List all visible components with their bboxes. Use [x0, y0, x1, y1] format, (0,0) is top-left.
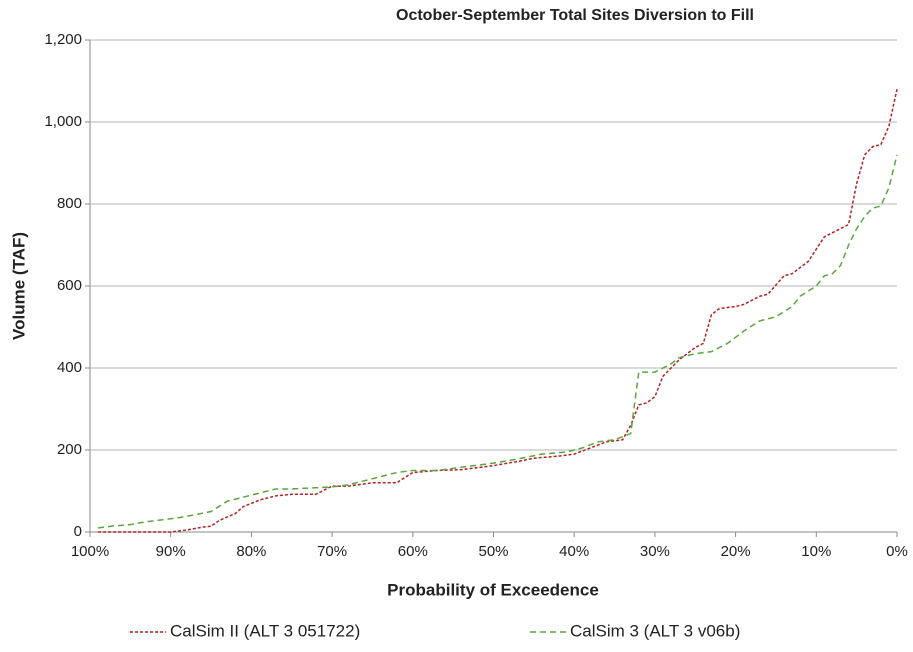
y-tick-label: 1,200: [44, 31, 82, 48]
y-tick-label: 0: [74, 523, 82, 540]
y-tick-label: 400: [57, 359, 82, 376]
x-axis-label: Probability of Exceedence: [387, 580, 599, 599]
x-tick-label: 90%: [156, 543, 186, 560]
x-tick-label: 10%: [801, 543, 831, 560]
series-line: [97, 154, 898, 529]
x-tick-label: 0%: [886, 543, 908, 560]
legend-label: CalSim II (ALT 3 051722): [170, 621, 360, 640]
y-axis-label: Volume (TAF): [9, 232, 28, 340]
y-tick-label: 1,000: [44, 113, 82, 130]
chart-title: October-September Total Sites Diversion …: [396, 7, 754, 24]
y-tick-label: 200: [57, 441, 82, 458]
x-tick-label: 100%: [71, 543, 109, 560]
x-tick-label: 80%: [236, 543, 266, 560]
x-tick-label: 20%: [721, 543, 751, 560]
x-tick-label: 50%: [478, 543, 508, 560]
series-line: [98, 89, 898, 533]
x-tick-label: 60%: [398, 543, 428, 560]
y-tick-label: 800: [57, 195, 82, 212]
y-tick-label: 600: [57, 277, 82, 294]
x-tick-label: 40%: [559, 543, 589, 560]
x-tick-label: 30%: [640, 543, 670, 560]
x-tick-label: 70%: [317, 543, 347, 560]
legend-label: CalSim 3 (ALT 3 v06b): [570, 621, 740, 640]
